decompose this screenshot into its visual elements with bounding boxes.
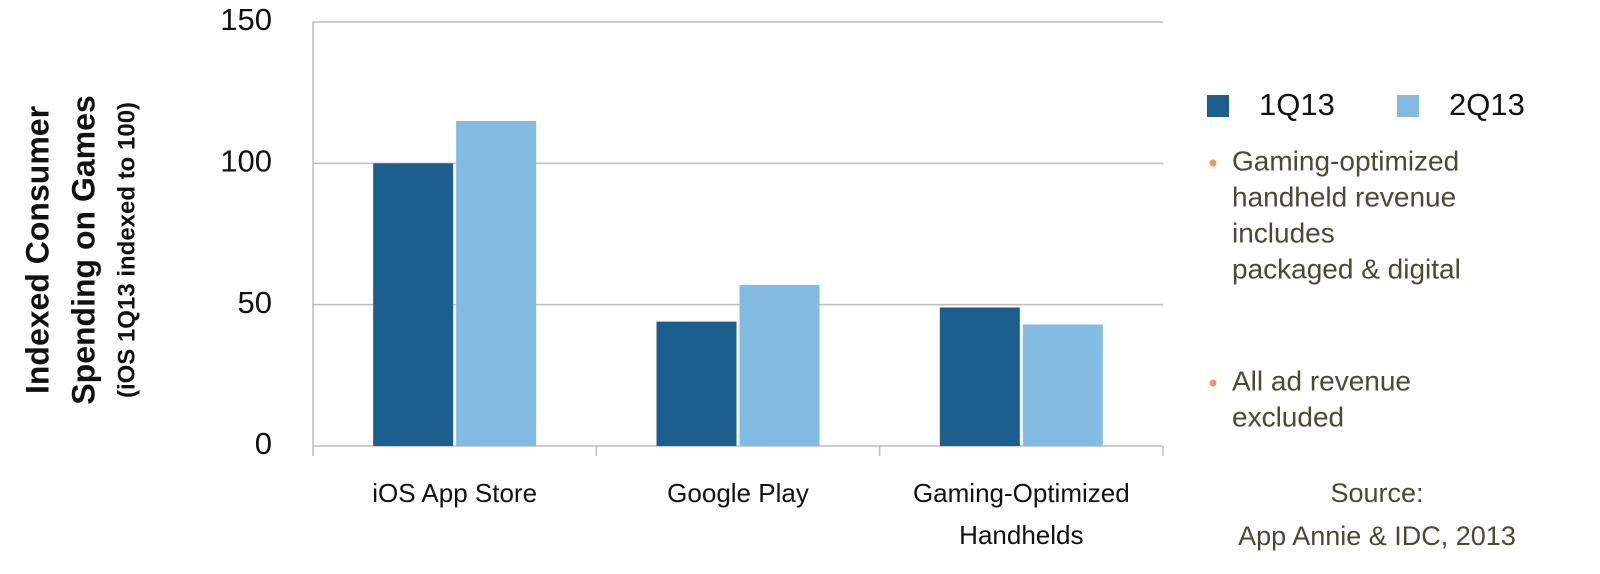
note-bullet <box>1209 379 1217 387</box>
y-tick-label: 0 <box>255 426 272 461</box>
x-tick-label: Gaming-Optimized Handhelds <box>913 478 1130 550</box>
note-text: Gaming-optimized <box>1232 145 1459 176</box>
bar <box>939 307 1020 446</box>
bar <box>739 284 820 446</box>
y-label-line: Indexed Consumer <box>19 106 55 394</box>
note-text: packaged & digital <box>1232 253 1461 284</box>
note-text: All ad revenue <box>1232 365 1411 396</box>
bar <box>1022 324 1103 446</box>
legend-label: 1Q13 <box>1259 87 1335 122</box>
note-text: handheld revenue <box>1232 181 1456 212</box>
y-tick-label: 100 <box>220 144 272 179</box>
y-tick-label: 150 <box>220 2 272 37</box>
legend-swatch <box>1207 95 1229 117</box>
note-bullet <box>1209 159 1217 167</box>
source-text: App Annie & IDC, 2013 <box>1238 521 1516 551</box>
x-tick-label: Google Play <box>667 478 809 508</box>
bar <box>656 321 737 446</box>
y-label-line: Spending on Games <box>65 95 101 404</box>
x-tick-label: iOS App Store <box>372 478 537 508</box>
y-label-sub: (iOS 1Q13 indexed to 100) <box>113 102 140 398</box>
legend-swatch <box>1397 95 1419 117</box>
legend-label: 2Q13 <box>1449 87 1525 122</box>
bar <box>373 163 454 447</box>
y-tick-label: 50 <box>238 285 272 320</box>
note-text: includes <box>1232 217 1335 248</box>
y-axis-title: Indexed Consumer Spending on Games (iOS … <box>19 95 140 404</box>
note-text: excluded <box>1232 401 1344 432</box>
bar <box>456 120 537 446</box>
source-text: Source: <box>1330 478 1423 508</box>
